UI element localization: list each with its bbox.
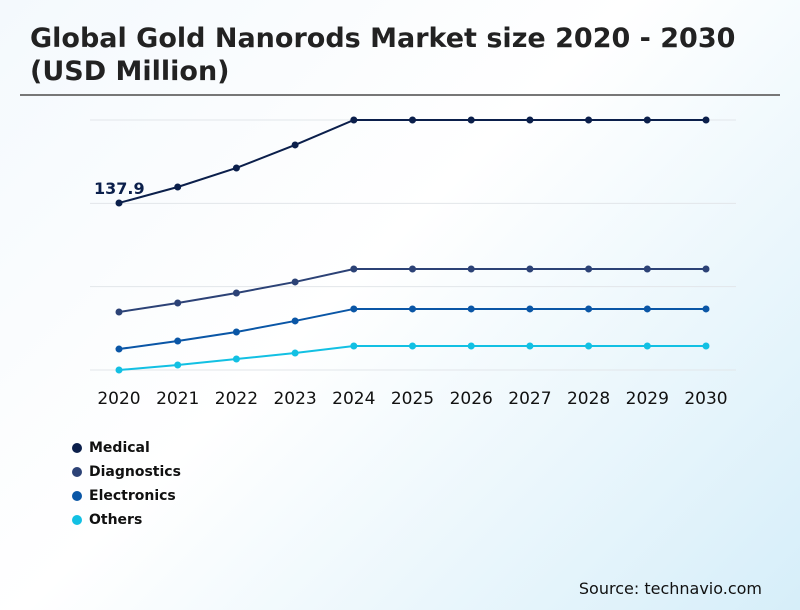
data-point bbox=[643, 305, 651, 313]
x-tick-label: 2022 bbox=[215, 389, 258, 409]
data-point bbox=[643, 265, 651, 273]
legend-marker bbox=[72, 443, 82, 453]
x-tick-label: 2023 bbox=[273, 389, 316, 409]
data-point bbox=[174, 183, 182, 191]
legend-item-medical: Medical bbox=[72, 436, 181, 460]
data-point bbox=[526, 116, 534, 124]
data-point bbox=[409, 265, 416, 273]
data-point bbox=[350, 116, 358, 124]
data-point bbox=[702, 265, 710, 273]
x-tick-label: 2025 bbox=[391, 389, 434, 409]
series-line-medical bbox=[118, 119, 706, 204]
chart-title: Global Gold Nanorods Market size 2020 - … bbox=[30, 23, 736, 87]
x-tick-label: 2028 bbox=[567, 389, 610, 409]
legend-label: Medical bbox=[89, 440, 150, 456]
data-point bbox=[585, 116, 593, 124]
data-point bbox=[350, 342, 358, 350]
data-point bbox=[409, 342, 416, 350]
data-point bbox=[702, 305, 710, 313]
data-point bbox=[585, 305, 593, 313]
title-divider bbox=[20, 94, 780, 96]
x-tick-label: 2027 bbox=[508, 389, 551, 409]
x-tick-label: 2024 bbox=[332, 389, 375, 409]
legend-label: Electronics bbox=[89, 488, 176, 504]
data-point bbox=[291, 141, 299, 149]
legend-item-electronics: Electronics bbox=[72, 484, 181, 508]
data-point bbox=[526, 305, 534, 313]
legend-marker bbox=[72, 491, 82, 501]
legend-label: Diagnostics bbox=[89, 464, 181, 480]
legend-item-diagnostics: Diagnostics bbox=[72, 460, 181, 484]
source-note: Source: technavio.com bbox=[578, 579, 762, 598]
x-tick-label: 2029 bbox=[626, 389, 669, 409]
x-tick-label: 2021 bbox=[156, 389, 199, 409]
data-point bbox=[232, 328, 240, 336]
x-tick-label: 2020 bbox=[97, 389, 140, 409]
data-point bbox=[174, 361, 182, 369]
data-point bbox=[232, 289, 240, 297]
data-point bbox=[291, 278, 299, 286]
data-point bbox=[526, 342, 534, 350]
data-point bbox=[643, 342, 651, 350]
data-point bbox=[115, 345, 123, 353]
data-point bbox=[115, 308, 123, 316]
data-point bbox=[526, 265, 534, 273]
series-line-others bbox=[118, 345, 706, 371]
data-point bbox=[585, 342, 593, 350]
data-point bbox=[643, 116, 651, 124]
data-point bbox=[585, 265, 593, 273]
data-point bbox=[115, 199, 123, 207]
data-point bbox=[350, 265, 358, 273]
data-point bbox=[409, 116, 416, 124]
legend-label: Others bbox=[89, 512, 143, 528]
x-tick-label: 2030 bbox=[684, 389, 727, 409]
x-tick-label: 2026 bbox=[450, 389, 493, 409]
data-point bbox=[409, 305, 416, 313]
data-point bbox=[115, 366, 123, 374]
data-point bbox=[467, 305, 475, 313]
data-point bbox=[232, 164, 240, 172]
data-point bbox=[702, 342, 710, 350]
legend-marker bbox=[72, 467, 82, 477]
legend-marker bbox=[72, 515, 82, 525]
data-point bbox=[467, 265, 475, 273]
data-point bbox=[702, 116, 710, 124]
legend: Medical Diagnostics Electronics Others bbox=[72, 436, 181, 532]
legend-item-others: Others bbox=[72, 508, 181, 532]
data-point bbox=[291, 317, 299, 325]
data-point bbox=[174, 337, 182, 345]
data-point bbox=[232, 355, 240, 363]
data-point bbox=[174, 299, 182, 307]
data-label: 137.9 bbox=[94, 179, 145, 198]
data-point bbox=[467, 116, 475, 124]
data-point bbox=[350, 305, 358, 313]
data-point bbox=[467, 342, 475, 350]
data-point bbox=[291, 349, 299, 357]
